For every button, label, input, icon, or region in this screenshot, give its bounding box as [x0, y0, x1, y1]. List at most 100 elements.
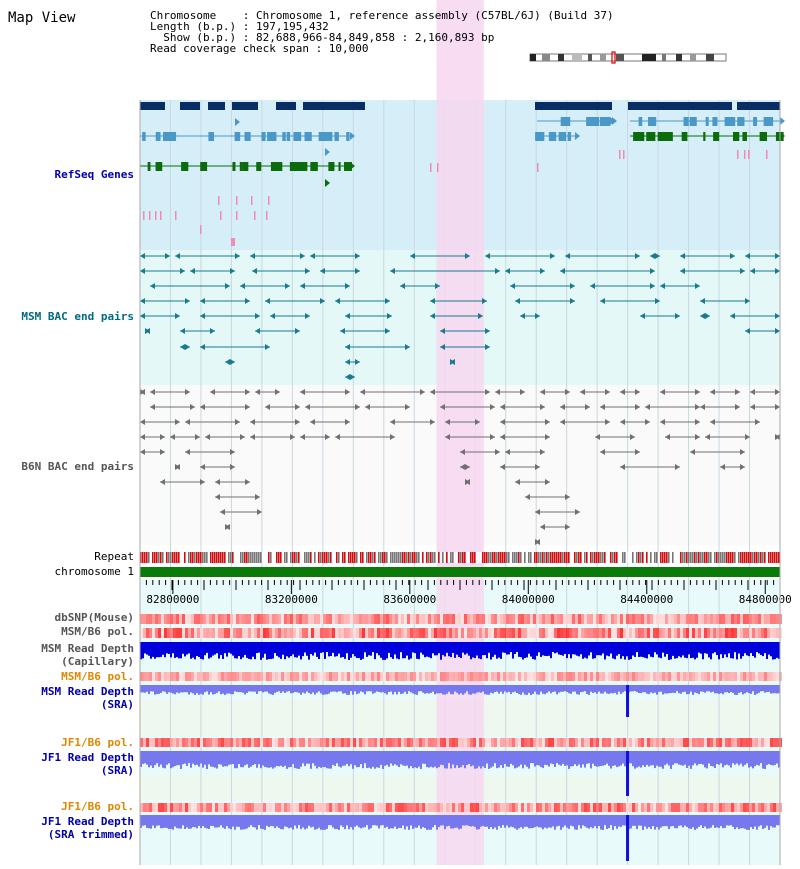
msm-pol2-heat-cell [254, 672, 257, 681]
msm-sra-depth-bar [440, 685, 442, 694]
track-label-jf1-depth-trim-1[interactable]: JF1 Read Depth [41, 815, 134, 828]
msm-pol-heat-cell [737, 628, 740, 638]
dbsnp-heat-cell [227, 614, 230, 624]
msm-pol-heat-cell [506, 628, 509, 638]
msm-cap-depth-bar [298, 642, 300, 656]
repeat-mark [480, 552, 482, 563]
msm-sra-depth-bar [368, 685, 370, 692]
jf1-sra-depth-bar [754, 751, 756, 767]
track-label-jf1-pol-2[interactable]: JF1/B6 pol. [61, 800, 134, 813]
jf1-pol-heat-cell [401, 738, 404, 747]
jf1-pol-heat-cell [416, 738, 419, 747]
msm-sra-depth-bar [714, 685, 716, 694]
jf1-sra-depth-bar [296, 751, 298, 769]
repeat-mark [758, 552, 760, 563]
repeat-mark [254, 552, 256, 563]
track-label-msm-b6-pol[interactable]: MSM/B6 pol. [61, 625, 134, 638]
msm-sra-depth-bar [360, 685, 362, 692]
track-label-dbsnp[interactable]: dbSNP(Mouse) [54, 611, 134, 624]
gene-light-exon [683, 117, 689, 126]
jf1-pol2-heat-cell [179, 803, 182, 812]
msm-pol-heat-cell [704, 628, 707, 638]
pink-mark [744, 150, 746, 159]
jf1-pol2-heat-cell [407, 803, 410, 812]
dbsnp-heat-cell [251, 614, 254, 624]
jf1-trim-depth-bar [446, 815, 448, 827]
msm-cap-depth-bar [532, 642, 534, 659]
repeat-mark [680, 552, 682, 563]
jf1-pol-heat-cell [212, 738, 215, 747]
jf1-sra-depth-bar [426, 751, 428, 768]
jf1-pol-heat-cell [665, 738, 668, 747]
jf1-pol2-heat-cell [143, 803, 146, 812]
dbsnp-heat-cell [485, 614, 488, 624]
b6n-bac-pair-end [465, 479, 470, 485]
msm-pol-heat-cell [563, 628, 566, 638]
repeat-mark [262, 552, 264, 563]
jf1-pol-heat-cell [170, 738, 173, 747]
jf1-trim-depth-bar [390, 815, 392, 829]
msm-sra-depth-bar [382, 685, 384, 693]
repeat-mark [148, 552, 150, 563]
jf1-pol-heat-cell [335, 738, 338, 747]
msm-cap-depth-bar [770, 642, 772, 657]
msm-cap-depth-bar [200, 642, 202, 659]
dbsnp-heat-cell [266, 614, 269, 624]
msm-pol2-heat-cell [410, 672, 413, 681]
jf1-sra-depth-bar [402, 751, 404, 766]
track-label-msm-depth-cap-1[interactable]: MSM Read Depth [41, 642, 134, 655]
jf1-pol-heat-cell [224, 738, 227, 747]
msm-pol2-heat-cell [533, 672, 536, 681]
b6n-bac-pair-end [580, 389, 585, 395]
msm-pol-heat-cell [578, 628, 581, 638]
jf1-sra-depth-bar [376, 751, 378, 768]
msm-cap-depth-bar [400, 642, 402, 653]
msm-cap-depth-bar [652, 642, 654, 658]
track-label-msm-depth-sra-1[interactable]: MSM Read Depth [41, 685, 134, 698]
axis-tick-label: 84800000 [739, 593, 792, 606]
track-label-msm-b6-pol-2[interactable]: MSM/B6 pol. [61, 670, 134, 683]
track-label-jf1-pol-1[interactable]: JF1/B6 pol. [61, 736, 134, 749]
msm-sra-depth-bar [250, 685, 252, 692]
msm-pol-heat-cell [719, 628, 722, 638]
jf1-trim-depth-bar [510, 815, 512, 827]
track-label-msm-bac[interactable]: MSM BAC end pairs [21, 310, 134, 323]
repeat-mark [488, 552, 490, 563]
msm-sra-depth-bar [456, 685, 458, 693]
msm-pol-heat-cell [557, 628, 560, 638]
track-label-refseq[interactable]: RefSeq Genes [54, 168, 134, 181]
repeat-mark [526, 552, 528, 563]
repeat-mark [286, 552, 288, 563]
jf1-pol-heat-cell [608, 738, 611, 747]
jf1-trim-depth-bar [600, 815, 602, 830]
gene-light-exon [563, 117, 571, 126]
msm-cap-depth-bar [398, 642, 400, 660]
jf1-trim-depth-bar [284, 815, 286, 827]
msm-pol2-heat-cell [665, 672, 668, 681]
msm-pol2-heat-cell [734, 672, 737, 681]
jf1-sra-depth-bar [578, 751, 580, 765]
msm-pol2-heat-cell [194, 672, 197, 681]
jf1-trim-depth-bar [554, 815, 556, 830]
b6n-bac-pair-end [750, 404, 755, 410]
jf1-trim-depth-bar [536, 815, 538, 827]
jf1-trim-depth-bar [186, 815, 188, 828]
jf1-pol-heat-cell [518, 738, 521, 747]
b6n-bac-pair-end [185, 449, 190, 455]
jf1-pol2-heat-cell [419, 803, 422, 812]
track-label-b6n-bac[interactable]: B6N BAC end pairs [21, 460, 134, 473]
jf1-pol2-heat-cell [338, 803, 341, 812]
jf1-pol2-heat-cell [164, 803, 167, 812]
jf1-sra-depth-bar [264, 751, 266, 767]
jf1-pol-heat-cell [725, 738, 728, 747]
repeat-mark [314, 552, 316, 563]
msm-pol2-heat-cell [548, 672, 551, 681]
jf1-sra-depth-bar [696, 751, 698, 766]
jf1-trim-depth-bar [704, 815, 706, 827]
track-label-jf1-depth-sra-1[interactable]: JF1 Read Depth [41, 751, 134, 764]
jf1-trim-depth-bar [734, 815, 736, 830]
repeat-mark [690, 552, 692, 563]
jf1-pol2-heat-cell [665, 803, 668, 812]
msm-sra-depth-bar [184, 685, 186, 693]
